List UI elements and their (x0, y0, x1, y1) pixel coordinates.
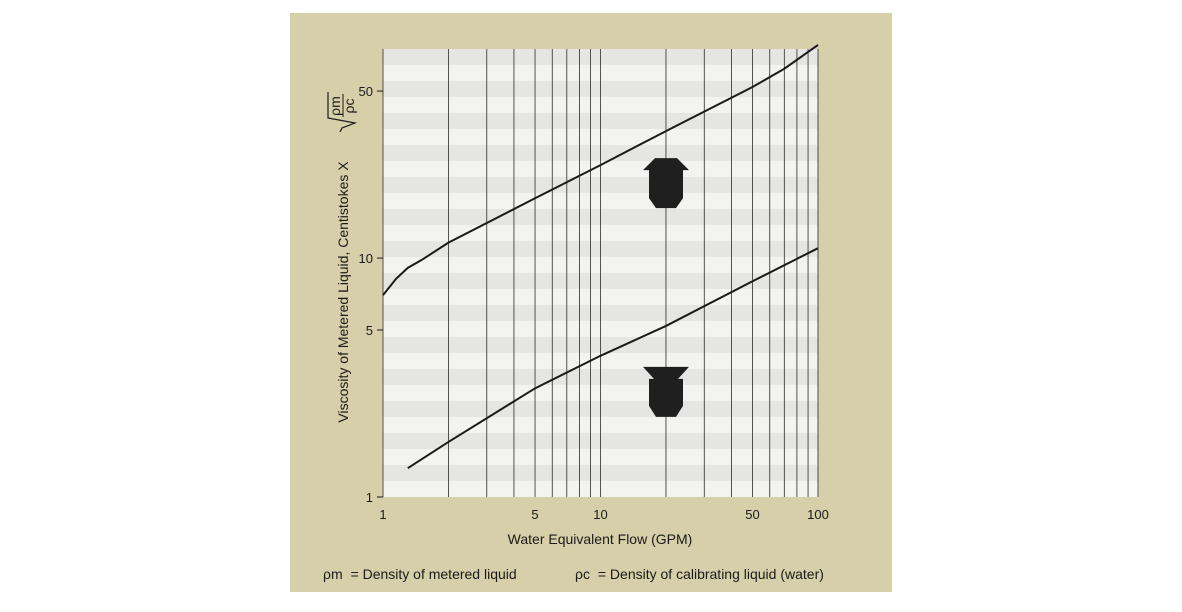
chart-panel: 1 5 10 50 1 5 10 50 100 Water Equivalent Flow (… (290, 13, 892, 592)
x-tick-label-5: 5 (531, 507, 538, 522)
x-tick-label-1: 1 (379, 507, 386, 522)
y-axis-title-text: Viscosity of Metered Liquid, Centistokes… (335, 161, 351, 423)
y-tick-label-1: 1 (366, 490, 373, 505)
y-axis-ticks: 1 5 10 50 (359, 84, 383, 505)
y-tick-label-10: 10 (359, 251, 373, 266)
legend-text-rho-m: = Density of metered liquid (351, 566, 517, 582)
y-tick-label-5: 5 (366, 323, 373, 338)
x-tick-label-50: 50 (745, 507, 759, 522)
legend: ρm = Density of metered liquid ρc = Dens… (323, 566, 824, 582)
x-axis-ticks: 1 5 10 50 100 (379, 507, 828, 522)
legend-symbol-rho-c: ρc (575, 566, 590, 582)
flow-direction-markers (643, 158, 689, 417)
up-arrow-icon (643, 158, 689, 209)
legend-item-rho-m: ρm = Density of metered liquid (323, 566, 517, 582)
x-tick-label-100: 100 (807, 507, 829, 522)
y-axis-fraction-numerator: ρm (327, 96, 343, 116)
x-axis-title: Water Equivalent Flow (GPM) (508, 531, 693, 547)
x-tick-label-10: 10 (593, 507, 607, 522)
sqrt-radical (327, 92, 358, 133)
series-line-2 (407, 247, 819, 470)
legend-item-rho-c: ρc = Density of calibrating liquid (wate… (575, 566, 824, 582)
y-axis-title: Viscosity of Metered Liquid, Centistokes… (327, 92, 358, 423)
legend-symbol-rho-m: ρm (323, 566, 343, 582)
series-line-1 (382, 44, 819, 296)
down-arrow-icon (643, 366, 689, 417)
x-gridlines (382, 49, 819, 497)
data-series (382, 44, 819, 470)
y-axis-fraction-denominator: ρc (341, 99, 357, 114)
chart-svg: 1 5 10 50 1 5 10 50 100 Water Equivalent Flow (… (323, 44, 829, 582)
y-tick-label-50: 50 (359, 84, 373, 99)
legend-text-rho-c: = Density of calibrating liquid (water) (598, 566, 824, 582)
